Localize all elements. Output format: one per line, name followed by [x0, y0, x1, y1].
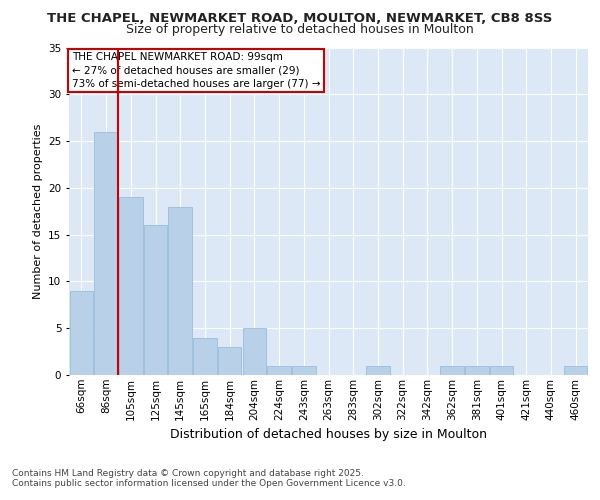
- X-axis label: Distribution of detached houses by size in Moulton: Distribution of detached houses by size …: [170, 428, 487, 441]
- Bar: [465, 366, 488, 375]
- Bar: [292, 366, 316, 375]
- Bar: [70, 291, 93, 375]
- Text: Contains public sector information licensed under the Open Government Licence v3: Contains public sector information licen…: [12, 478, 406, 488]
- Bar: [218, 347, 241, 375]
- Bar: [94, 132, 118, 375]
- Bar: [242, 328, 266, 375]
- Y-axis label: Number of detached properties: Number of detached properties: [32, 124, 43, 299]
- Text: THE CHAPEL NEWMARKET ROAD: 99sqm
← 27% of detached houses are smaller (29)
73% o: THE CHAPEL NEWMARKET ROAD: 99sqm ← 27% o…: [71, 52, 320, 89]
- Bar: [490, 366, 513, 375]
- Bar: [119, 197, 143, 375]
- Bar: [193, 338, 217, 375]
- Bar: [169, 206, 192, 375]
- Bar: [564, 366, 587, 375]
- Text: THE CHAPEL, NEWMARKET ROAD, MOULTON, NEWMARKET, CB8 8SS: THE CHAPEL, NEWMARKET ROAD, MOULTON, NEW…: [47, 12, 553, 24]
- Bar: [144, 226, 167, 375]
- Bar: [268, 366, 291, 375]
- Bar: [440, 366, 464, 375]
- Bar: [366, 366, 389, 375]
- Text: Contains HM Land Registry data © Crown copyright and database right 2025.: Contains HM Land Registry data © Crown c…: [12, 468, 364, 477]
- Text: Size of property relative to detached houses in Moulton: Size of property relative to detached ho…: [126, 22, 474, 36]
